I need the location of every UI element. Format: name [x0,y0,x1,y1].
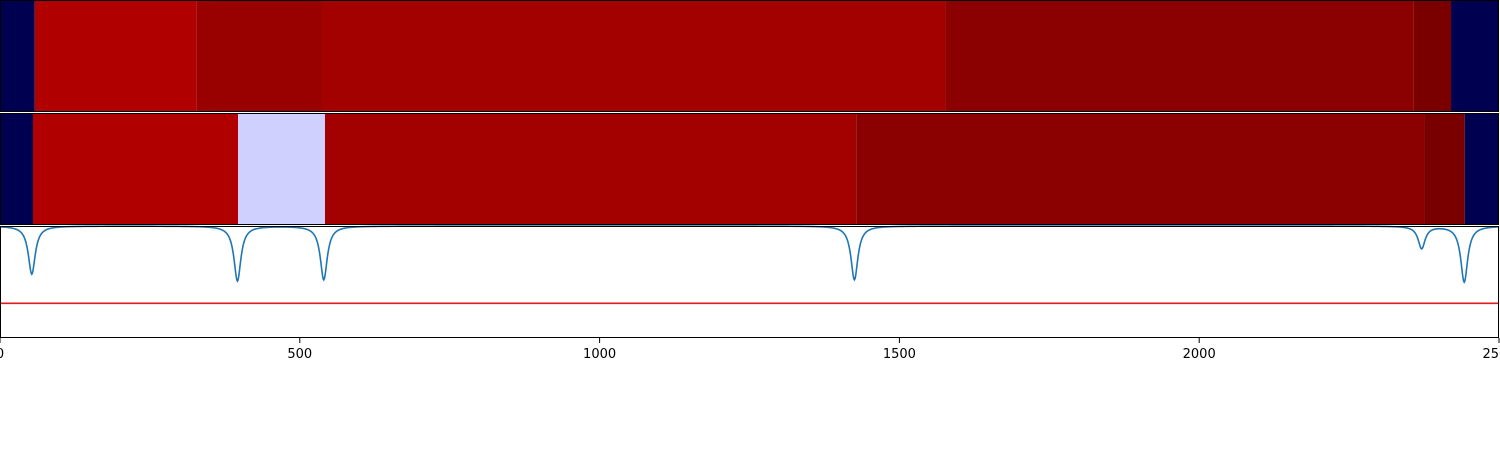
x-tick-label-0: 0 [0,347,4,362]
heatmap-row-2-segment-6 [1424,113,1465,225]
heatmap-row-1-segment-3 [196,0,322,112]
heatmap-row-2-segment-7 [1464,113,1499,225]
x-tick-label-1000: 1000 [583,347,616,362]
x-tick-label-1500: 1500 [883,347,916,362]
panel-frame-3 [0,226,1499,338]
heatmap-row-1-segment-1 [0,0,35,112]
heatmap-row-1-segment-7 [1451,0,1499,112]
heatmap-row-2-segment-4 [324,113,857,225]
panel-frames [0,0,1499,338]
heatmap-row-2-segment-2 [32,113,239,225]
panel-frame-2 [0,113,1499,225]
heatmap-row-1-segment-6 [1413,0,1452,112]
heatmap-row-2-segment-1 [0,113,33,225]
signal-panel [0,225,1500,338]
heatmap-row-1-segment-2 [34,0,197,112]
heatmap-rows [0,0,1499,225]
panel-frame-1 [0,0,1499,112]
signal-panel-background [0,226,1500,338]
x-axis: 0 500 1000 1500 2000 2500 [0,338,1500,362]
heatmap-row-1-segment-5 [945,0,1414,112]
heatmap-row-2-segment-3 [238,113,325,225]
heatmap-row-1-segment-4 [321,0,946,112]
x-tick-label-500: 500 [287,347,312,362]
x-tick-label-2000: 2000 [1183,347,1216,362]
x-tick-label-2500: 2500 [1482,347,1500,362]
heatmap-row-2-segment-5 [856,113,1425,225]
